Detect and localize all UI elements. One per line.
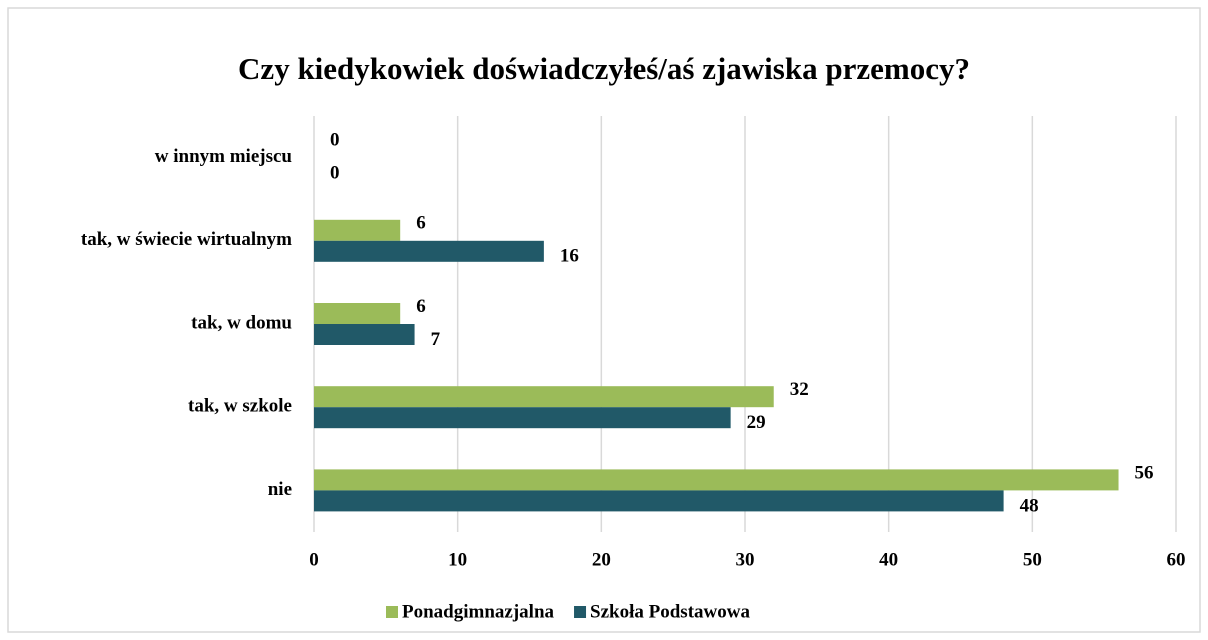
legend-label: Ponadgimnazjalna <box>402 601 555 622</box>
legend-swatch <box>386 606 398 618</box>
x-tick-label: 10 <box>448 549 467 570</box>
y-tick-label: w innym miejscu <box>155 146 293 167</box>
bar <box>314 240 544 262</box>
y-tick-label: tak, w świecie wirtualnym <box>81 229 292 250</box>
value-label: 29 <box>747 412 766 433</box>
legend-swatch <box>574 606 587 618</box>
value-label: 56 <box>1135 462 1154 483</box>
x-tick-label: 30 <box>736 549 755 570</box>
x-tick-label: 50 <box>1023 549 1042 570</box>
bar <box>314 407 731 429</box>
chart-title: Czy kiedykowiek doświadczyłeś/aś zjawisk… <box>238 51 970 86</box>
x-tick-label: 60 <box>1167 549 1186 570</box>
bar <box>314 490 1004 512</box>
bar <box>314 219 401 241</box>
bar <box>314 386 774 408</box>
legend-label: Szkoła Podstawowa <box>590 601 750 622</box>
value-label: 0 <box>330 162 340 183</box>
y-tick-label: tak, w domu <box>191 312 292 333</box>
value-label: 6 <box>416 296 426 317</box>
bar <box>314 324 415 345</box>
value-label: 16 <box>560 246 579 267</box>
bar <box>314 303 401 324</box>
y-tick-label: nie <box>268 479 292 500</box>
chart-border <box>7 7 1201 633</box>
y-tick-label: tak, w szkole <box>188 396 292 417</box>
value-label: 0 <box>330 129 340 150</box>
value-label: 48 <box>1020 495 1039 516</box>
value-label: 6 <box>416 213 426 234</box>
x-tick-label: 0 <box>309 549 319 570</box>
value-label: 32 <box>790 379 809 400</box>
bar <box>314 469 1119 491</box>
value-label: 7 <box>431 329 441 350</box>
x-tick-label: 20 <box>592 549 611 570</box>
x-tick-label: 40 <box>879 549 898 570</box>
